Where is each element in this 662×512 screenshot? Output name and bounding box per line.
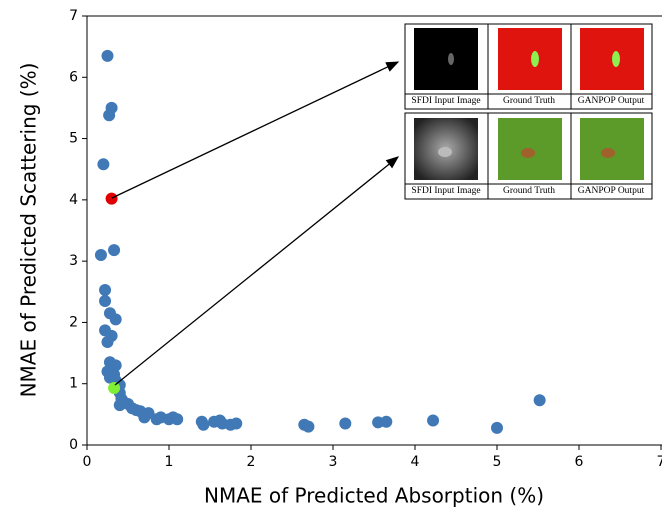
image bbox=[414, 28, 478, 90]
point bbox=[94, 249, 107, 262]
y-tick-label: 3 bbox=[69, 253, 78, 269]
image bbox=[448, 53, 454, 65]
x-tick-label: 5 bbox=[493, 454, 502, 470]
point bbox=[138, 411, 151, 424]
point bbox=[109, 313, 122, 326]
inset-panel: SFDI Input Image Ground Truth GANPOP Out… bbox=[404, 23, 653, 110]
image bbox=[612, 51, 620, 67]
arrow bbox=[114, 156, 400, 386]
y-tick-label: 7 bbox=[69, 8, 78, 24]
point bbox=[533, 394, 546, 407]
point bbox=[109, 359, 122, 372]
caption: GANPOP Output bbox=[578, 96, 645, 106]
y-axis-label: NMAE of Predicted Scattering (%) bbox=[17, 63, 41, 398]
point bbox=[197, 418, 210, 431]
image bbox=[531, 51, 539, 67]
caption: SFDI Input Image bbox=[411, 96, 480, 106]
y-tick-label: 2 bbox=[69, 314, 78, 330]
caption: Ground Truth bbox=[503, 96, 555, 106]
image bbox=[521, 148, 535, 158]
point bbox=[97, 158, 110, 171]
point bbox=[171, 413, 184, 426]
image bbox=[601, 148, 615, 158]
point bbox=[99, 283, 112, 296]
y-tick-label: 5 bbox=[69, 131, 78, 147]
point bbox=[103, 109, 116, 122]
point bbox=[101, 49, 114, 62]
caption: SFDI Input Image bbox=[411, 186, 480, 196]
x-tick-label: 7 bbox=[657, 454, 662, 470]
x-axis-label: NMAE of Predicted Absorption (%) bbox=[204, 484, 544, 508]
plot-frame bbox=[86, 15, 662, 446]
axes: 0 1 2 3 4 5 6 7 0 1 2 3 4 5 6 7 bbox=[69, 8, 662, 470]
x-tick-label: 1 bbox=[165, 454, 174, 470]
point bbox=[105, 192, 118, 205]
point bbox=[339, 417, 352, 430]
point bbox=[108, 244, 121, 257]
inset-panel: SFDI Input Image Ground Truth GANPOP Out… bbox=[404, 112, 653, 200]
point bbox=[230, 417, 243, 430]
caption: Ground Truth bbox=[503, 186, 555, 196]
marks bbox=[94, 49, 546, 434]
x-tick-label: 3 bbox=[329, 454, 338, 470]
x-tick-label: 6 bbox=[575, 454, 584, 470]
arrow bbox=[111, 61, 400, 199]
y-tick-label: 6 bbox=[69, 69, 78, 85]
x-tick-label: 0 bbox=[83, 454, 92, 470]
point bbox=[427, 414, 440, 427]
point bbox=[101, 336, 114, 349]
y-tick-label: 0 bbox=[69, 437, 78, 453]
x-tick-label: 4 bbox=[411, 454, 420, 470]
point bbox=[99, 294, 112, 307]
y-tick-label: 4 bbox=[69, 192, 78, 208]
y-tick-label: 1 bbox=[69, 376, 78, 392]
x-tick-label: 2 bbox=[247, 454, 256, 470]
point bbox=[380, 415, 393, 428]
image bbox=[498, 28, 562, 90]
point bbox=[491, 421, 503, 434]
caption: GANPOP Output bbox=[578, 186, 645, 196]
image bbox=[438, 147, 452, 157]
point bbox=[108, 382, 121, 395]
point bbox=[302, 420, 315, 433]
